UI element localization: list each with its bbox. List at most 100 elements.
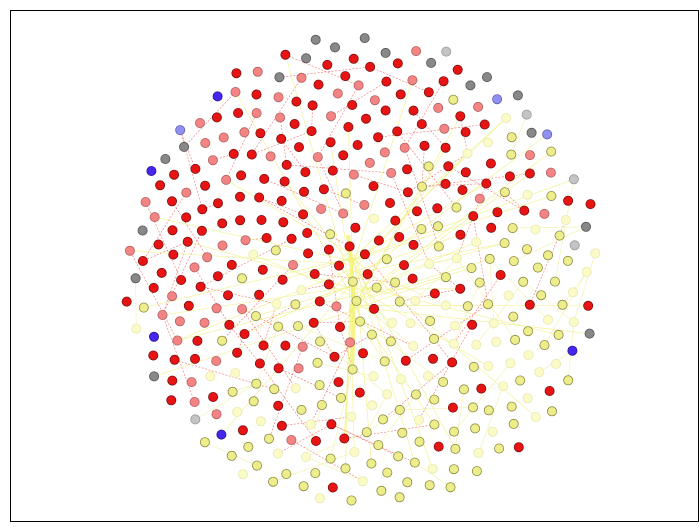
node <box>175 125 186 136</box>
node <box>149 371 160 382</box>
edge <box>195 383 257 420</box>
node <box>169 354 180 365</box>
edge <box>244 304 296 335</box>
node <box>394 231 405 242</box>
node <box>338 208 349 219</box>
node <box>275 112 286 123</box>
node <box>567 345 578 356</box>
node <box>307 100 318 111</box>
node <box>157 309 168 320</box>
node <box>217 335 228 346</box>
node <box>289 119 300 130</box>
node <box>174 316 185 327</box>
node <box>217 218 228 229</box>
node <box>233 108 244 119</box>
node <box>455 283 466 294</box>
node <box>273 321 284 332</box>
edge <box>421 173 530 187</box>
edge <box>305 456 363 482</box>
edge <box>162 230 203 316</box>
node <box>452 64 463 75</box>
node <box>584 328 595 339</box>
edge <box>200 286 277 305</box>
node <box>130 273 141 284</box>
node <box>183 300 194 311</box>
node <box>499 238 510 249</box>
node <box>422 371 433 382</box>
edge <box>429 242 505 265</box>
hub-edge <box>352 258 490 302</box>
edge <box>277 423 332 454</box>
node <box>315 336 326 347</box>
node <box>345 337 356 348</box>
node <box>352 139 363 150</box>
node <box>121 296 132 307</box>
node <box>377 414 388 425</box>
node <box>272 448 283 459</box>
node <box>301 53 312 64</box>
node <box>525 150 536 161</box>
node <box>322 59 333 70</box>
node <box>467 319 478 330</box>
node <box>325 137 336 148</box>
node <box>398 260 409 271</box>
node <box>246 149 257 160</box>
node <box>273 363 284 374</box>
node <box>236 170 247 181</box>
hub-edge <box>351 234 461 273</box>
node <box>218 132 229 143</box>
node <box>305 419 316 430</box>
node <box>448 94 459 105</box>
node <box>460 127 471 138</box>
node <box>325 111 336 122</box>
hub-edge <box>225 179 355 256</box>
edge <box>453 362 511 432</box>
node <box>234 191 245 202</box>
node <box>510 334 521 345</box>
node <box>448 338 459 349</box>
node <box>318 184 329 195</box>
node <box>172 335 183 346</box>
node <box>365 61 376 72</box>
edge <box>281 416 352 427</box>
node <box>298 481 309 492</box>
node <box>515 375 526 386</box>
node <box>438 376 449 387</box>
node <box>568 287 579 298</box>
node <box>503 290 514 301</box>
node <box>286 434 297 445</box>
edge <box>279 66 371 78</box>
node <box>581 266 592 277</box>
node <box>405 318 416 329</box>
node <box>277 274 288 285</box>
node <box>296 72 307 83</box>
edge <box>428 263 461 289</box>
node <box>310 468 321 479</box>
node <box>368 213 379 224</box>
node <box>545 167 556 178</box>
node <box>281 468 292 479</box>
node <box>248 396 259 407</box>
edge <box>404 81 444 148</box>
hub-edge <box>284 181 355 270</box>
node <box>455 229 466 240</box>
node <box>124 245 135 256</box>
node <box>226 259 237 270</box>
node <box>366 458 377 469</box>
node <box>512 90 523 101</box>
node <box>532 262 543 273</box>
node <box>373 132 384 143</box>
node <box>327 165 338 176</box>
node <box>168 249 179 260</box>
node <box>212 91 223 102</box>
node <box>467 402 478 413</box>
node <box>310 435 321 446</box>
node <box>344 241 355 252</box>
node <box>138 302 149 313</box>
node <box>255 416 266 427</box>
node <box>408 105 419 116</box>
edge <box>522 281 575 323</box>
edge <box>259 197 350 247</box>
node <box>414 436 425 447</box>
node <box>261 232 272 243</box>
